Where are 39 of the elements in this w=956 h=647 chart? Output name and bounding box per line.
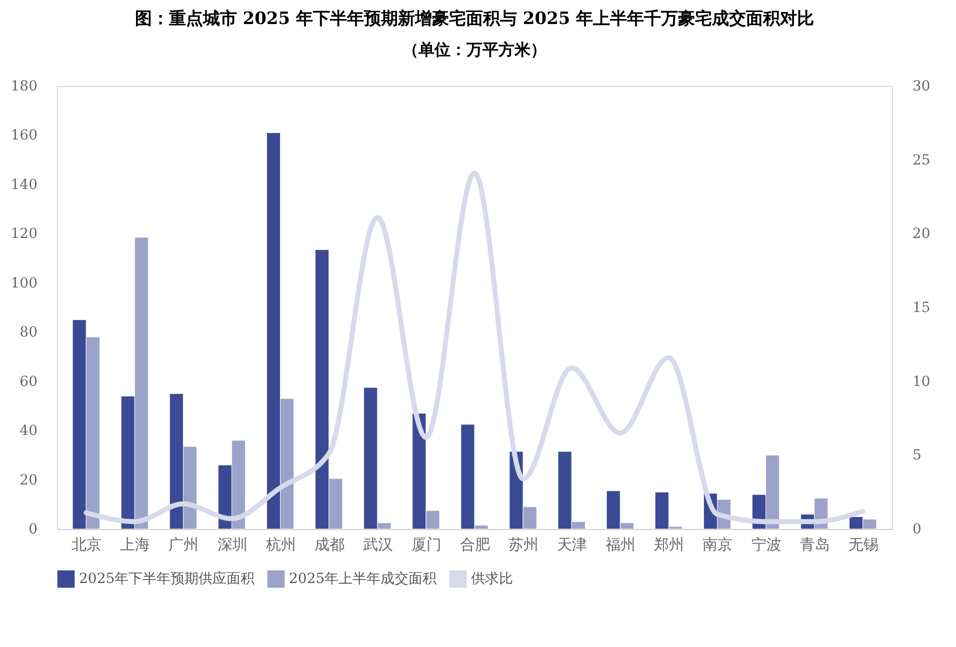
x-tick-label: 武汉 [362,536,393,554]
x-tick-label: 合肥 [460,536,490,554]
legend-label: 供求比 [471,571,513,588]
y-tick-label: 120 [10,226,38,242]
y2-tick-label: 30 [912,78,930,94]
y-tick-label: 80 [20,324,38,341]
y2-tick-label: 15 [912,300,930,316]
y2-tick-label: 0 [912,522,922,538]
y2-tick-label: 10 [912,374,930,390]
y-tick-label: 40 [20,423,38,440]
x-tick-label: 郑州 [654,536,684,554]
x-tick-label: 南京 [702,536,733,554]
x-tick-label: 深圳 [217,536,248,554]
legend-label: 2025年下半年预期供应面积 [79,571,255,588]
y-tick-label: 20 [20,472,38,488]
y2-tick-label: 25 [912,152,930,168]
y2-tick-label: 20 [912,226,930,242]
x-tick-label: 杭州 [264,536,296,554]
y2-tick-label: 5 [912,448,922,464]
x-tick-label: 无锡 [848,536,878,554]
chart-subtitle: （单位：万平方米） [402,40,546,59]
x-tick-label: 厦门 [411,536,442,554]
y-tick-label: 140 [10,176,38,193]
y-tick-label: 180 [10,78,38,94]
legend-label: 2025年上半年成交面积 [289,571,437,588]
y-tick-label: 100 [10,275,38,292]
x-tick-label: 青岛 [800,536,830,554]
x-tick-label: 北京 [72,536,102,554]
x-tick-label: 苏州 [508,536,539,554]
y-tick-label: 160 [10,128,38,144]
y-tick-label: 0 [28,522,38,538]
y-tick-label: 60 [20,374,38,390]
x-tick-label: 天津 [557,536,588,554]
x-tick-label: 宁波 [751,536,782,554]
x-tick-label: 广州 [168,536,199,554]
x-tick-label: 福州 [606,536,636,554]
x-tick-label: 成都 [314,536,344,554]
chart-title: 图：重点城市 2025 年下半年预期新增豪宅面积与 2025 年上半年千万豪宅成交面积对比 [134,9,814,29]
x-tick-label: 上海 [120,536,150,554]
